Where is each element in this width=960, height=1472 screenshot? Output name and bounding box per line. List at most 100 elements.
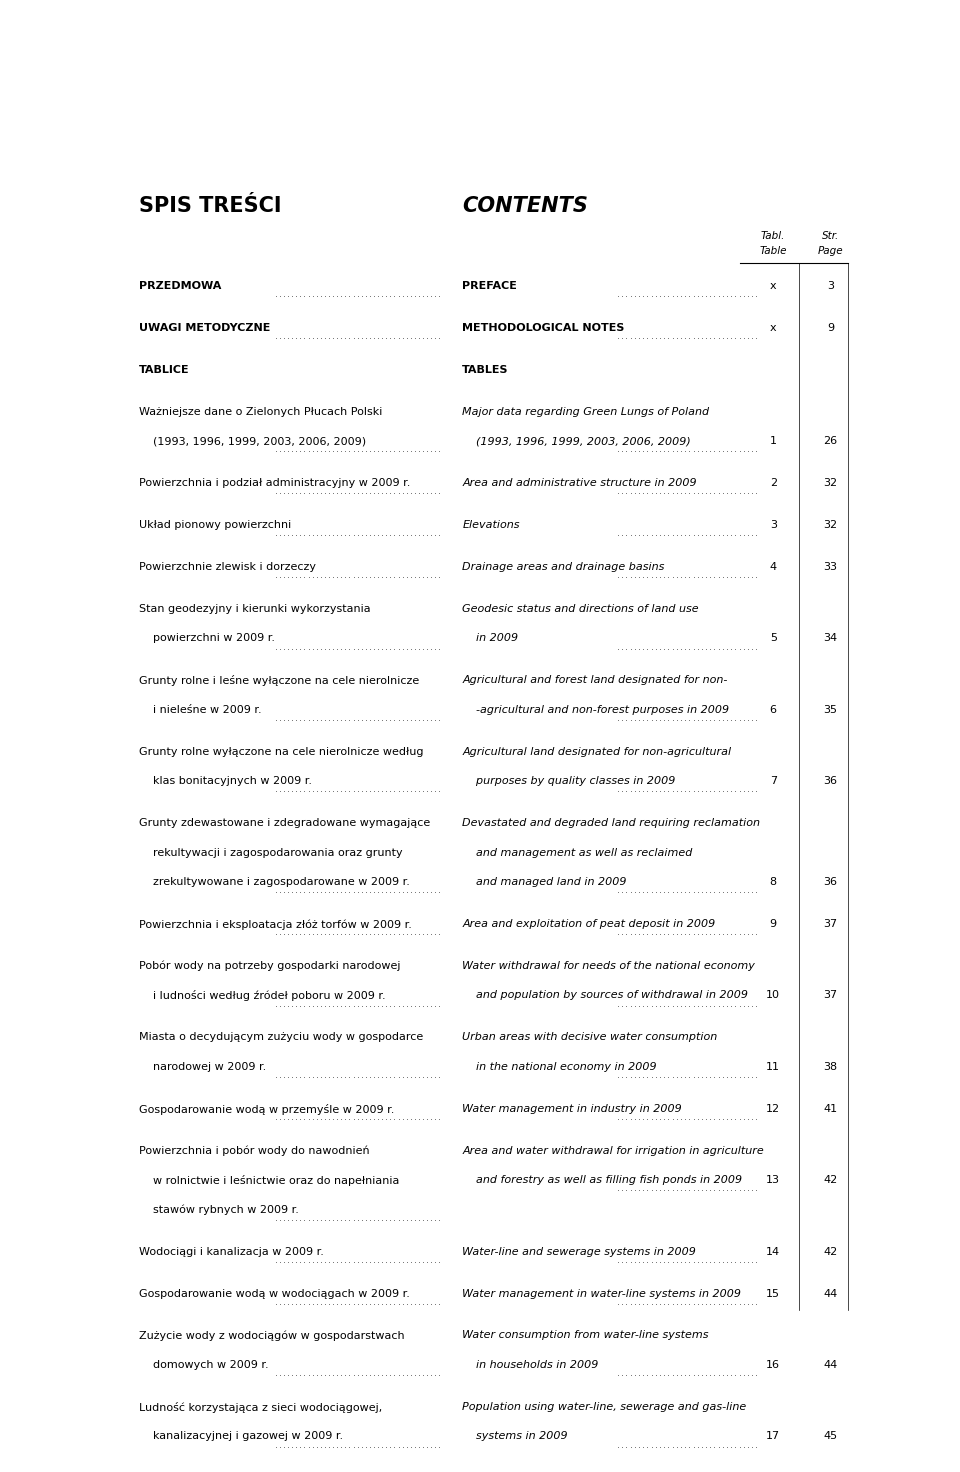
Text: .: . <box>646 1072 649 1080</box>
Text: .: . <box>752 929 755 938</box>
Text: .: . <box>731 1441 733 1450</box>
Text: .: . <box>348 999 351 1008</box>
Text: .: . <box>672 571 675 580</box>
Text: .: . <box>390 333 393 342</box>
Text: .: . <box>332 886 335 895</box>
Text: .: . <box>676 571 679 580</box>
Text: .: . <box>401 571 404 580</box>
Text: .: . <box>625 530 628 539</box>
Text: .: . <box>726 1185 729 1194</box>
Text: .: . <box>743 1369 746 1378</box>
Text: .: . <box>722 643 725 652</box>
Text: 6: 6 <box>770 705 777 715</box>
Text: .: . <box>430 1256 433 1264</box>
Text: .: . <box>324 333 326 342</box>
Text: .: . <box>303 929 306 938</box>
Text: .: . <box>303 886 306 895</box>
Text: .: . <box>697 1072 700 1080</box>
Text: .: . <box>414 487 417 496</box>
Text: .: . <box>672 1113 675 1122</box>
Text: .: . <box>722 1298 725 1307</box>
Text: .: . <box>422 487 425 496</box>
Text: .: . <box>434 487 437 496</box>
Text: .: . <box>734 487 737 496</box>
Text: .: . <box>300 487 302 496</box>
Text: .: . <box>734 1256 737 1264</box>
Text: narodowej w 2009 r.: narodowej w 2009 r. <box>138 1061 266 1072</box>
Text: .: . <box>283 1298 286 1307</box>
Text: .: . <box>667 487 670 496</box>
Text: .: . <box>722 714 725 723</box>
Text: .: . <box>630 1441 633 1450</box>
Text: .: . <box>320 446 323 455</box>
Text: .: . <box>377 714 380 723</box>
Text: .: . <box>713 1072 716 1080</box>
Text: .: . <box>638 1185 641 1194</box>
Text: .: . <box>401 1214 404 1223</box>
Text: .: . <box>642 1113 645 1122</box>
Text: .: . <box>718 999 721 1008</box>
Text: .: . <box>722 446 725 455</box>
Text: .: . <box>731 1072 733 1080</box>
Text: .: . <box>291 1298 294 1307</box>
Text: .: . <box>625 1072 628 1080</box>
Text: .: . <box>642 290 645 299</box>
Text: .: . <box>617 786 620 795</box>
Text: .: . <box>642 786 645 795</box>
Text: .: . <box>667 1369 670 1378</box>
Text: .: . <box>663 786 666 795</box>
Text: 44: 44 <box>824 1360 838 1370</box>
Text: .: . <box>361 786 364 795</box>
Text: .: . <box>381 1214 384 1223</box>
Text: .: . <box>283 1256 286 1264</box>
Text: Water consumption from water-line systems: Water consumption from water-line system… <box>463 1331 708 1341</box>
Text: .: . <box>688 1256 691 1264</box>
Text: .: . <box>336 446 339 455</box>
Text: .: . <box>734 571 737 580</box>
Text: .: . <box>705 1113 708 1122</box>
Text: .: . <box>340 714 343 723</box>
Text: .: . <box>307 999 310 1008</box>
Text: .: . <box>747 1072 750 1080</box>
Text: .: . <box>430 487 433 496</box>
Text: .: . <box>734 1369 737 1378</box>
Text: .: . <box>303 1072 306 1080</box>
Text: .: . <box>634 446 636 455</box>
Text: .: . <box>361 929 364 938</box>
Text: rekultywacji i zagospodarowania oraz grunty: rekultywacji i zagospodarowania oraz gru… <box>138 848 402 858</box>
Text: .: . <box>734 999 737 1008</box>
Text: .: . <box>659 714 661 723</box>
Text: .: . <box>357 1214 359 1223</box>
Text: .: . <box>434 446 437 455</box>
Text: .: . <box>743 786 746 795</box>
Text: .: . <box>617 886 620 895</box>
Text: .: . <box>646 530 649 539</box>
Text: .: . <box>756 290 758 299</box>
Text: .: . <box>634 333 636 342</box>
Text: .: . <box>312 571 315 580</box>
Text: .: . <box>663 530 666 539</box>
Text: 37: 37 <box>824 991 837 1001</box>
Text: Devastated and degraded land requiring reclamation: Devastated and degraded land requiring r… <box>463 818 760 829</box>
Text: .: . <box>439 1441 442 1450</box>
Text: .: . <box>320 530 323 539</box>
Text: .: . <box>312 1441 315 1450</box>
Text: .: . <box>279 643 282 652</box>
Text: .: . <box>680 1113 683 1122</box>
Text: .: . <box>621 1113 624 1122</box>
Text: .: . <box>352 1256 355 1264</box>
Text: .: . <box>410 886 413 895</box>
Text: .: . <box>307 714 310 723</box>
Text: .: . <box>439 929 442 938</box>
Text: Urban areas with decisive water consumption: Urban areas with decisive water consumpt… <box>463 1032 717 1042</box>
Text: .: . <box>630 1185 633 1194</box>
Text: .: . <box>617 1185 620 1194</box>
Text: Geodesic status and directions of land use: Geodesic status and directions of land u… <box>463 604 699 614</box>
Text: .: . <box>390 446 393 455</box>
Text: .: . <box>642 886 645 895</box>
Text: .: . <box>642 487 645 496</box>
Text: .: . <box>275 333 277 342</box>
Text: .: . <box>418 1256 420 1264</box>
Text: .: . <box>324 643 326 652</box>
Text: .: . <box>377 1113 380 1122</box>
